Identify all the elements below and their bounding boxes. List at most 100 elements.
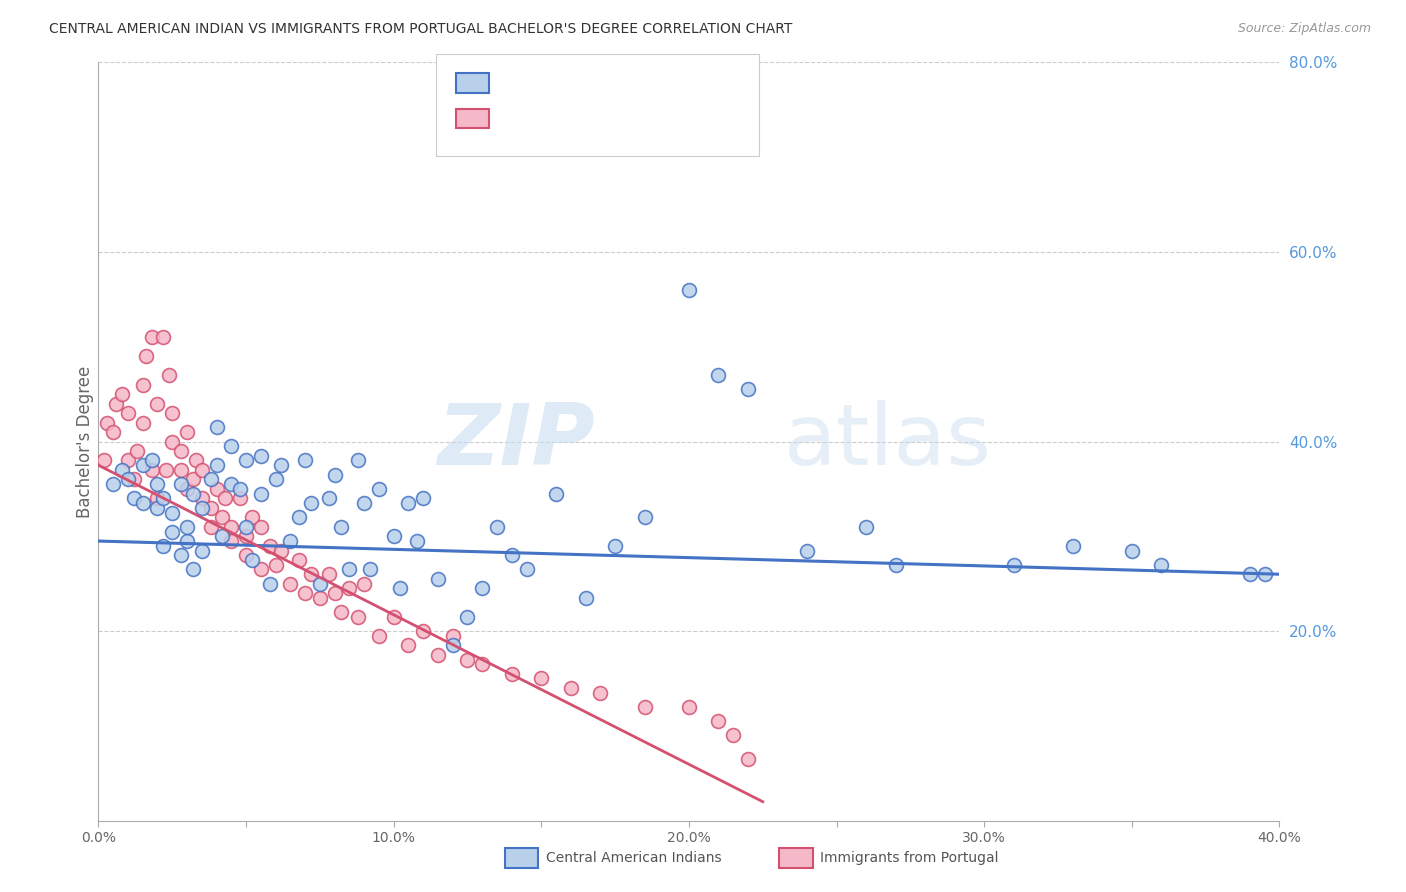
- Point: [589, 686, 612, 700]
- Point: [235, 529, 257, 543]
- Point: [191, 543, 214, 558]
- Point: [162, 406, 183, 420]
- Point: [117, 453, 139, 467]
- Point: [200, 473, 222, 487]
- Point: [264, 558, 287, 572]
- Point: [146, 396, 169, 410]
- Point: [368, 629, 391, 643]
- Point: [135, 349, 157, 363]
- Point: [457, 610, 479, 624]
- Point: [796, 543, 818, 558]
- Point: [855, 520, 877, 534]
- Text: Source: ZipAtlas.com: Source: ZipAtlas.com: [1237, 22, 1371, 36]
- Point: [132, 416, 155, 430]
- Point: [270, 458, 292, 473]
- Text: N = 73: N = 73: [651, 112, 711, 126]
- Point: [176, 520, 198, 534]
- Point: [176, 425, 198, 439]
- Point: [141, 330, 163, 344]
- Point: [359, 562, 381, 576]
- Point: [294, 453, 316, 467]
- Point: [1150, 558, 1173, 572]
- Point: [388, 582, 411, 596]
- Point: [427, 648, 450, 662]
- Point: [530, 672, 553, 686]
- Point: [270, 543, 292, 558]
- Text: Central American Indians: Central American Indians: [546, 851, 721, 865]
- Point: [229, 491, 252, 506]
- Point: [125, 444, 148, 458]
- Point: [737, 383, 759, 397]
- Point: [221, 534, 243, 549]
- Point: [441, 638, 464, 652]
- Point: [309, 591, 332, 605]
- Point: [157, 368, 180, 383]
- Point: [132, 458, 155, 473]
- Point: [1002, 558, 1025, 572]
- Point: [339, 582, 361, 596]
- Point: [516, 562, 538, 576]
- Point: [309, 576, 332, 591]
- Point: [117, 473, 139, 487]
- Point: [162, 524, 183, 539]
- Point: [382, 529, 405, 543]
- Point: [347, 453, 370, 467]
- Point: [96, 416, 118, 430]
- Point: [122, 473, 145, 487]
- Point: [211, 510, 233, 524]
- Point: [132, 377, 155, 392]
- Point: [353, 496, 375, 510]
- Point: [176, 534, 198, 549]
- Point: [329, 605, 352, 619]
- Point: [205, 458, 228, 473]
- Point: [170, 444, 193, 458]
- Point: [111, 463, 134, 477]
- Point: [155, 463, 177, 477]
- Point: [117, 406, 139, 420]
- Point: [152, 539, 174, 553]
- Point: [122, 491, 145, 506]
- Point: [191, 491, 214, 506]
- Point: [353, 576, 375, 591]
- Point: [235, 548, 257, 563]
- Point: [132, 496, 155, 510]
- Point: [162, 434, 183, 449]
- Point: [294, 586, 316, 600]
- Point: [211, 529, 233, 543]
- Point: [707, 714, 730, 728]
- Point: [707, 368, 730, 383]
- Point: [634, 699, 657, 714]
- Point: [318, 491, 340, 506]
- Point: [347, 610, 370, 624]
- Point: [152, 491, 174, 506]
- Point: [200, 500, 222, 515]
- Point: [427, 572, 450, 586]
- Point: [1239, 567, 1261, 582]
- Text: ZIP: ZIP: [437, 400, 595, 483]
- Point: [501, 548, 523, 563]
- Point: [181, 473, 204, 487]
- Text: R = -0.082: R = -0.082: [499, 76, 593, 90]
- Point: [280, 576, 302, 591]
- Point: [398, 638, 420, 652]
- Point: [1254, 567, 1277, 582]
- Point: [339, 562, 361, 576]
- Point: [634, 510, 657, 524]
- Text: Immigrants from Portugal: Immigrants from Portugal: [820, 851, 998, 865]
- Text: N = 77: N = 77: [651, 76, 711, 90]
- Point: [501, 666, 523, 681]
- Point: [250, 562, 273, 576]
- Point: [221, 439, 243, 453]
- Point: [103, 477, 125, 491]
- Point: [176, 482, 198, 496]
- Point: [737, 752, 759, 766]
- Point: [259, 576, 281, 591]
- Point: [250, 449, 273, 463]
- Point: [382, 610, 405, 624]
- Point: [111, 387, 134, 401]
- Point: [93, 453, 115, 467]
- Point: [1062, 539, 1084, 553]
- Point: [486, 520, 509, 534]
- Point: [884, 558, 907, 572]
- Point: [280, 534, 302, 549]
